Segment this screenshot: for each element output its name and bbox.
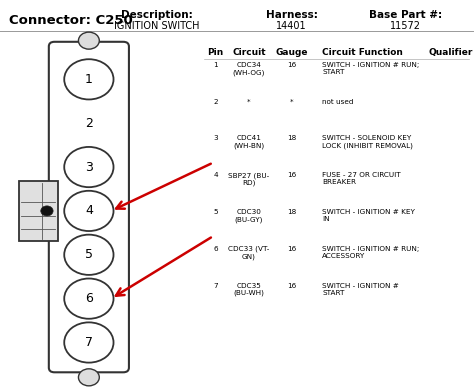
Text: CDC33 (VT-
GN): CDC33 (VT- GN) <box>228 246 270 260</box>
Text: SWITCH - IGNITION # RUN;
START: SWITCH - IGNITION # RUN; START <box>322 62 419 75</box>
Circle shape <box>64 322 114 363</box>
Text: Description:: Description: <box>120 10 192 20</box>
Text: SWITCH - IGNITION #
START: SWITCH - IGNITION # START <box>322 283 399 296</box>
Text: 11572: 11572 <box>390 21 421 31</box>
Circle shape <box>41 206 53 216</box>
Circle shape <box>64 191 114 231</box>
Text: 18: 18 <box>287 209 296 215</box>
Text: not used: not used <box>322 99 354 105</box>
Text: CDC35
(BU-WH): CDC35 (BU-WH) <box>233 283 264 296</box>
Text: SWITCH - IGNITION # KEY
IN: SWITCH - IGNITION # KEY IN <box>322 209 415 222</box>
FancyBboxPatch shape <box>49 42 129 372</box>
Text: 16: 16 <box>287 283 296 289</box>
Text: FUSE - 27 OR CIRCUIT
BREAKER: FUSE - 27 OR CIRCUIT BREAKER <box>322 172 401 185</box>
Text: 16: 16 <box>287 246 296 252</box>
Text: 6: 6 <box>213 246 218 252</box>
Text: CDC30
(BU-GY): CDC30 (BU-GY) <box>235 209 263 223</box>
Text: 3: 3 <box>213 135 218 142</box>
Text: 1: 1 <box>85 73 93 86</box>
Circle shape <box>64 147 114 187</box>
Text: *: * <box>290 99 293 105</box>
Text: 7: 7 <box>213 283 218 289</box>
Text: 3: 3 <box>85 161 93 173</box>
Text: Connector: C250: Connector: C250 <box>9 14 133 27</box>
Text: CDC41
(WH-BN): CDC41 (WH-BN) <box>233 135 264 149</box>
Text: SWITCH - SOLENOID KEY
LOCK (INHIBIT REMOVAL): SWITCH - SOLENOID KEY LOCK (INHIBIT REMO… <box>322 135 413 149</box>
Circle shape <box>64 235 114 275</box>
Text: Qualifier: Qualifier <box>428 48 473 57</box>
Text: 1: 1 <box>213 62 218 68</box>
Text: Circuit: Circuit <box>232 48 265 57</box>
Circle shape <box>78 32 99 49</box>
Text: Pin: Pin <box>208 48 224 57</box>
Text: 16: 16 <box>287 172 296 178</box>
Text: Base Part #:: Base Part #: <box>369 10 442 20</box>
Text: Harness:: Harness: <box>265 10 318 20</box>
Text: CDC34
(WH-OG): CDC34 (WH-OG) <box>233 62 265 76</box>
Text: 2: 2 <box>213 99 218 105</box>
Text: 2: 2 <box>85 117 93 130</box>
Circle shape <box>78 369 99 386</box>
Text: SWITCH - IGNITION # RUN;
ACCESSORY: SWITCH - IGNITION # RUN; ACCESSORY <box>322 246 419 259</box>
Text: 14401: 14401 <box>276 21 307 31</box>
Text: 7: 7 <box>85 336 93 349</box>
Text: 6: 6 <box>85 292 93 305</box>
Text: SBP27 (BU-
RD): SBP27 (BU- RD) <box>228 172 270 187</box>
Text: IGNITION SWITCH: IGNITION SWITCH <box>114 21 199 31</box>
Text: 4: 4 <box>85 204 93 217</box>
FancyBboxPatch shape <box>19 181 58 241</box>
Circle shape <box>64 59 114 99</box>
Text: 4: 4 <box>213 172 218 178</box>
Text: 5: 5 <box>213 209 218 215</box>
Text: Gauge: Gauge <box>275 48 308 57</box>
Text: 16: 16 <box>287 62 296 68</box>
Circle shape <box>64 279 114 319</box>
Text: Circuit Function: Circuit Function <box>322 48 403 57</box>
Text: 5: 5 <box>85 248 93 261</box>
Text: 18: 18 <box>287 135 296 142</box>
Text: *: * <box>247 99 251 105</box>
